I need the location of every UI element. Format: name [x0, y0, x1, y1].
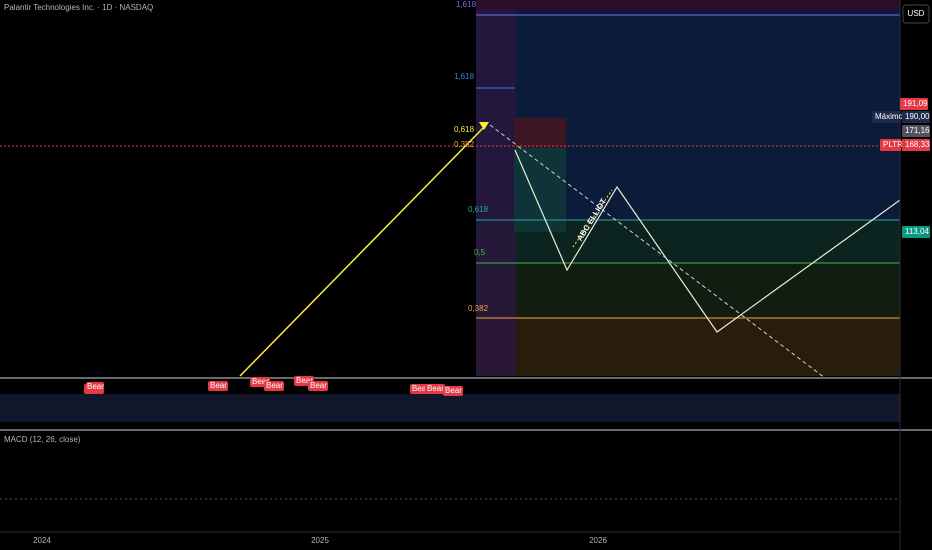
price-tag — [872, 111, 901, 123]
signal-label: Bear — [445, 386, 462, 395]
price-tag — [902, 226, 930, 238]
signal-badge — [264, 381, 284, 391]
fib-zone — [476, 0, 900, 10]
currency[interactable]: USD — [908, 9, 925, 18]
rsi-band — [0, 394, 900, 422]
price-tag-label: 191,09 — [903, 99, 928, 108]
currency-button[interactable] — [902, 4, 930, 24]
signal-badge — [443, 386, 463, 396]
fib-zone — [476, 0, 516, 376]
fib-label: 0,618 — [468, 205, 489, 214]
price-tag-label: 171,16 — [905, 126, 930, 135]
signal-label: Bear — [310, 381, 327, 390]
macd-title: MACD (12, 26, close) — [4, 435, 81, 444]
signal-badge — [425, 384, 445, 394]
time-label: 2025 — [311, 536, 329, 545]
trend-arrow — [239, 123, 488, 377]
price-tag-label: 190,00 — [905, 112, 930, 121]
fib-label: 0,618 — [454, 125, 475, 134]
signal-label: Bear — [87, 382, 104, 391]
price-tag-label: Máximo — [875, 112, 904, 121]
signal-label: Bear — [296, 376, 313, 385]
time-label: 2024 — [33, 536, 51, 545]
position-box — [514, 148, 566, 232]
price-tag — [902, 139, 930, 151]
signal-label: Bear — [252, 377, 269, 386]
price-tag-label: 113,04 — [905, 227, 929, 236]
signal-label: Bear — [427, 384, 444, 393]
symbol-title: Palantir Technologies Inc. · 1D · NASDAQ — [4, 3, 153, 12]
elliott-path — [514, 149, 901, 333]
signal-label: Bear — [210, 381, 227, 390]
price-tag-label: PLTR — [883, 140, 903, 149]
elliott-wave — [572, 189, 613, 248]
signal-badge — [86, 382, 104, 392]
price-tag — [880, 139, 901, 151]
price-tag — [900, 98, 928, 110]
fib-label: 1,618 — [456, 0, 477, 9]
price-tag — [902, 111, 930, 123]
position-box — [514, 118, 566, 148]
signal-label: Bear — [412, 384, 429, 393]
fib-label: 1,618 — [454, 72, 475, 81]
fib-label: 0,5 — [474, 248, 486, 257]
fib-label: 0,382 — [454, 140, 475, 149]
fib-label: 0,382 — [468, 304, 489, 313]
arrow-head — [479, 122, 489, 130]
signal-badge — [208, 381, 228, 391]
fib-zone — [476, 318, 900, 376]
price-tag-label: 168,33 — [905, 140, 930, 149]
signal-badge — [308, 381, 328, 391]
signal-label: Bear — [266, 381, 283, 390]
time-label: 2026 — [589, 536, 607, 545]
price-tag — [902, 125, 930, 137]
